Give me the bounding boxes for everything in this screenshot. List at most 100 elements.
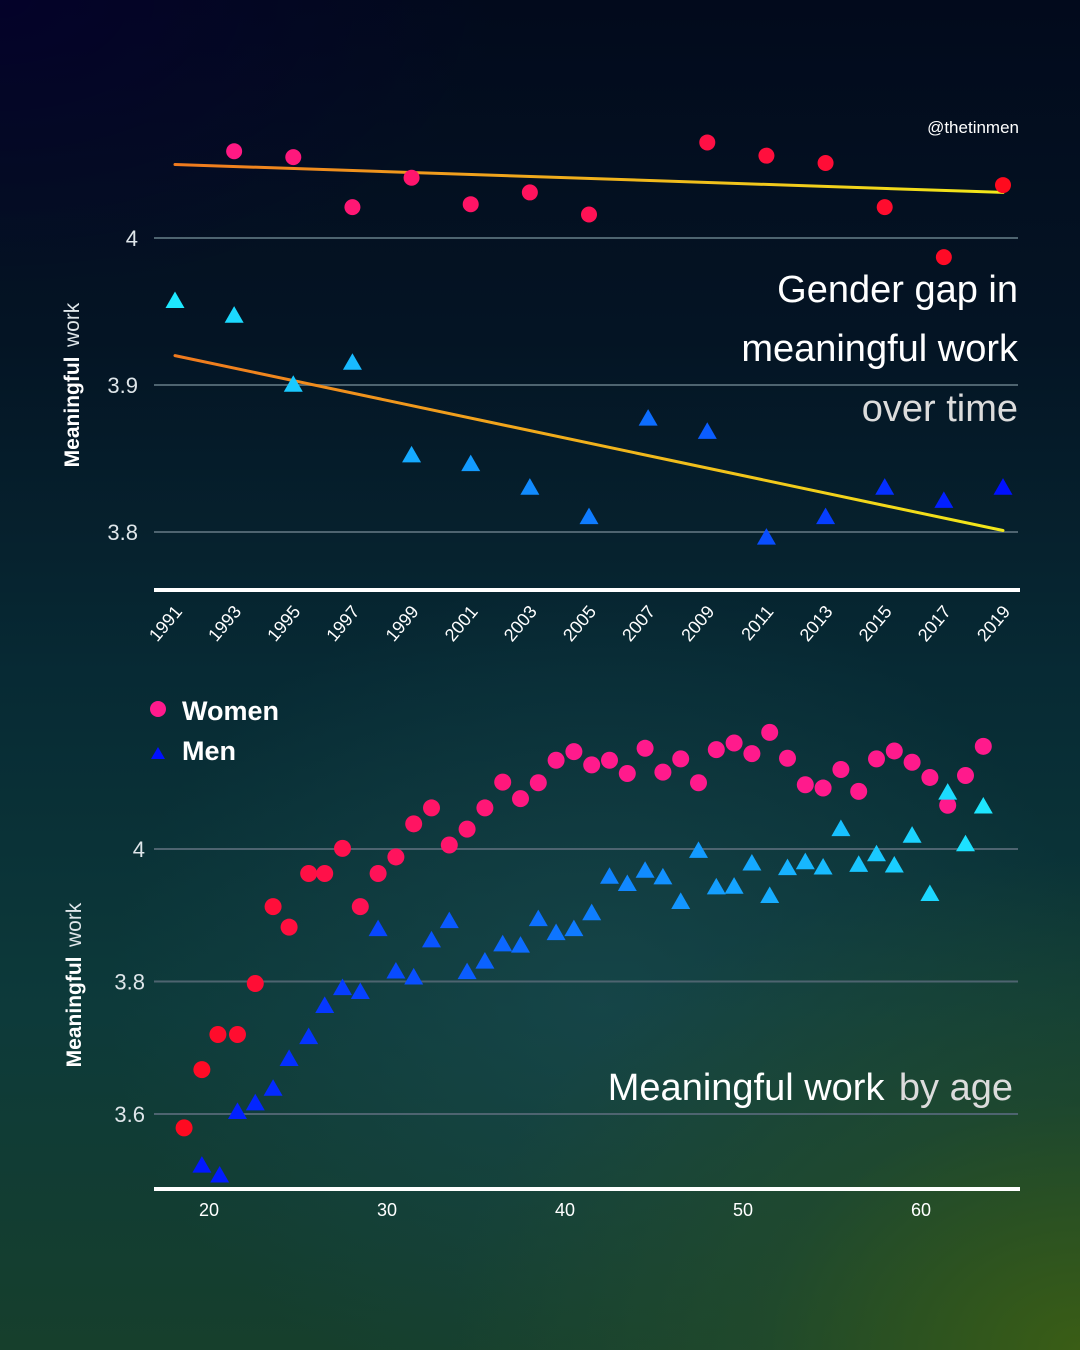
y-tick-label: 4 — [133, 837, 145, 862]
y-axis-label-light: work — [61, 302, 84, 348]
legend-women-circle-icon — [150, 701, 166, 717]
age-chart-y-axis-label: Meaningful work — [63, 902, 86, 1067]
men-point — [165, 291, 185, 309]
women-point — [850, 782, 868, 800]
x-tick-label: 2009 — [677, 602, 718, 646]
x-tick-label: 1997 — [322, 602, 363, 646]
x-tick-label: 1993 — [204, 602, 245, 646]
x-tick-label: 1995 — [263, 602, 304, 646]
age-chart-title: Meaningful work by age — [608, 1067, 1013, 1109]
x-tick-label: 40 — [555, 1200, 575, 1220]
women-point — [369, 865, 387, 883]
women-point — [423, 799, 440, 817]
x-tick-label: 60 — [911, 1200, 931, 1220]
men-point — [342, 353, 362, 370]
age-chart-title-main: Meaningful work — [608, 1067, 886, 1109]
time-chart-trendlines — [173, 163, 1005, 533]
women-point — [995, 177, 1011, 194]
women-point — [344, 199, 361, 216]
men-point — [350, 982, 370, 1000]
x-tick-label: 1991 — [145, 602, 186, 646]
men-point — [653, 867, 673, 885]
trendline — [173, 354, 1005, 533]
women-point — [280, 918, 298, 936]
age-chart-y-ticks: 3.6 3.8 4 — [114, 837, 145, 1127]
women-point — [957, 766, 974, 784]
men-point — [689, 841, 708, 858]
women-point — [814, 779, 832, 797]
men-point — [760, 886, 780, 903]
y-tick-label: 4 — [126, 226, 138, 251]
women-point — [405, 815, 423, 833]
women-point — [885, 742, 903, 760]
women-point — [512, 790, 529, 808]
time-chart-title-line1: Gender gap in — [777, 269, 1018, 311]
men-point — [263, 1079, 283, 1096]
men-point — [795, 852, 815, 870]
men-point — [920, 884, 940, 901]
women-point — [387, 848, 405, 866]
women-point — [636, 739, 654, 757]
women-point — [758, 147, 775, 164]
women-point — [743, 745, 761, 763]
women-point — [316, 865, 334, 883]
x-tick-label: 1999 — [382, 602, 423, 646]
men-point — [299, 1027, 319, 1045]
y-tick-label: 3.8 — [107, 520, 138, 545]
x-tick-label: 2017 — [914, 602, 955, 646]
men-point — [638, 409, 658, 426]
y-axis-label-bold: Meaningful — [61, 356, 84, 467]
men-point — [368, 919, 388, 937]
time-chart-title-line2: meaningful work — [741, 328, 1019, 370]
men-point — [192, 1156, 212, 1173]
men-point — [422, 930, 441, 948]
y-axis-label-bold: Meaningful — [63, 956, 86, 1067]
women-point — [601, 751, 618, 769]
men-point — [245, 1093, 265, 1111]
men-point — [564, 919, 584, 937]
women-point — [440, 836, 458, 854]
women-point — [654, 763, 672, 781]
women-point — [935, 249, 952, 266]
women-point — [779, 749, 796, 767]
men-point — [973, 797, 993, 814]
men-point — [315, 996, 335, 1013]
men-point — [493, 934, 513, 952]
men-point — [439, 911, 459, 929]
women-point — [903, 753, 921, 771]
men-point — [742, 853, 762, 871]
x-tick-label: 2019 — [973, 602, 1014, 646]
men-point — [461, 454, 481, 472]
women-point — [209, 1026, 227, 1043]
women-point — [193, 1061, 211, 1079]
men-point — [875, 478, 895, 495]
x-tick-label: 2005 — [559, 602, 600, 646]
men-point — [849, 855, 869, 872]
women-point — [264, 898, 282, 916]
women-point — [817, 155, 834, 172]
legend-men-label: Men — [182, 736, 236, 766]
men-point — [756, 528, 776, 545]
women-point — [403, 169, 420, 186]
men-point — [813, 857, 833, 875]
x-tick-label: 30 — [377, 1200, 397, 1220]
women-point — [796, 776, 814, 794]
time-chart-y-axis-label: Meaningful work — [61, 302, 84, 467]
men-point — [279, 1049, 299, 1066]
men-point — [402, 445, 422, 463]
age-chart-subtitle: by age — [899, 1067, 1013, 1109]
legend-women-label: Women — [182, 696, 279, 726]
men-point — [579, 507, 599, 525]
men-point — [671, 892, 691, 909]
men-point — [520, 478, 540, 495]
x-tick-label: 2011 — [737, 602, 777, 645]
x-tick-label: 2013 — [796, 602, 837, 646]
women-point — [583, 756, 601, 774]
men-point — [511, 936, 530, 953]
women-point — [351, 898, 369, 916]
men-point — [884, 855, 904, 873]
women-point — [699, 134, 716, 151]
legend-men-triangle-icon — [151, 747, 165, 759]
